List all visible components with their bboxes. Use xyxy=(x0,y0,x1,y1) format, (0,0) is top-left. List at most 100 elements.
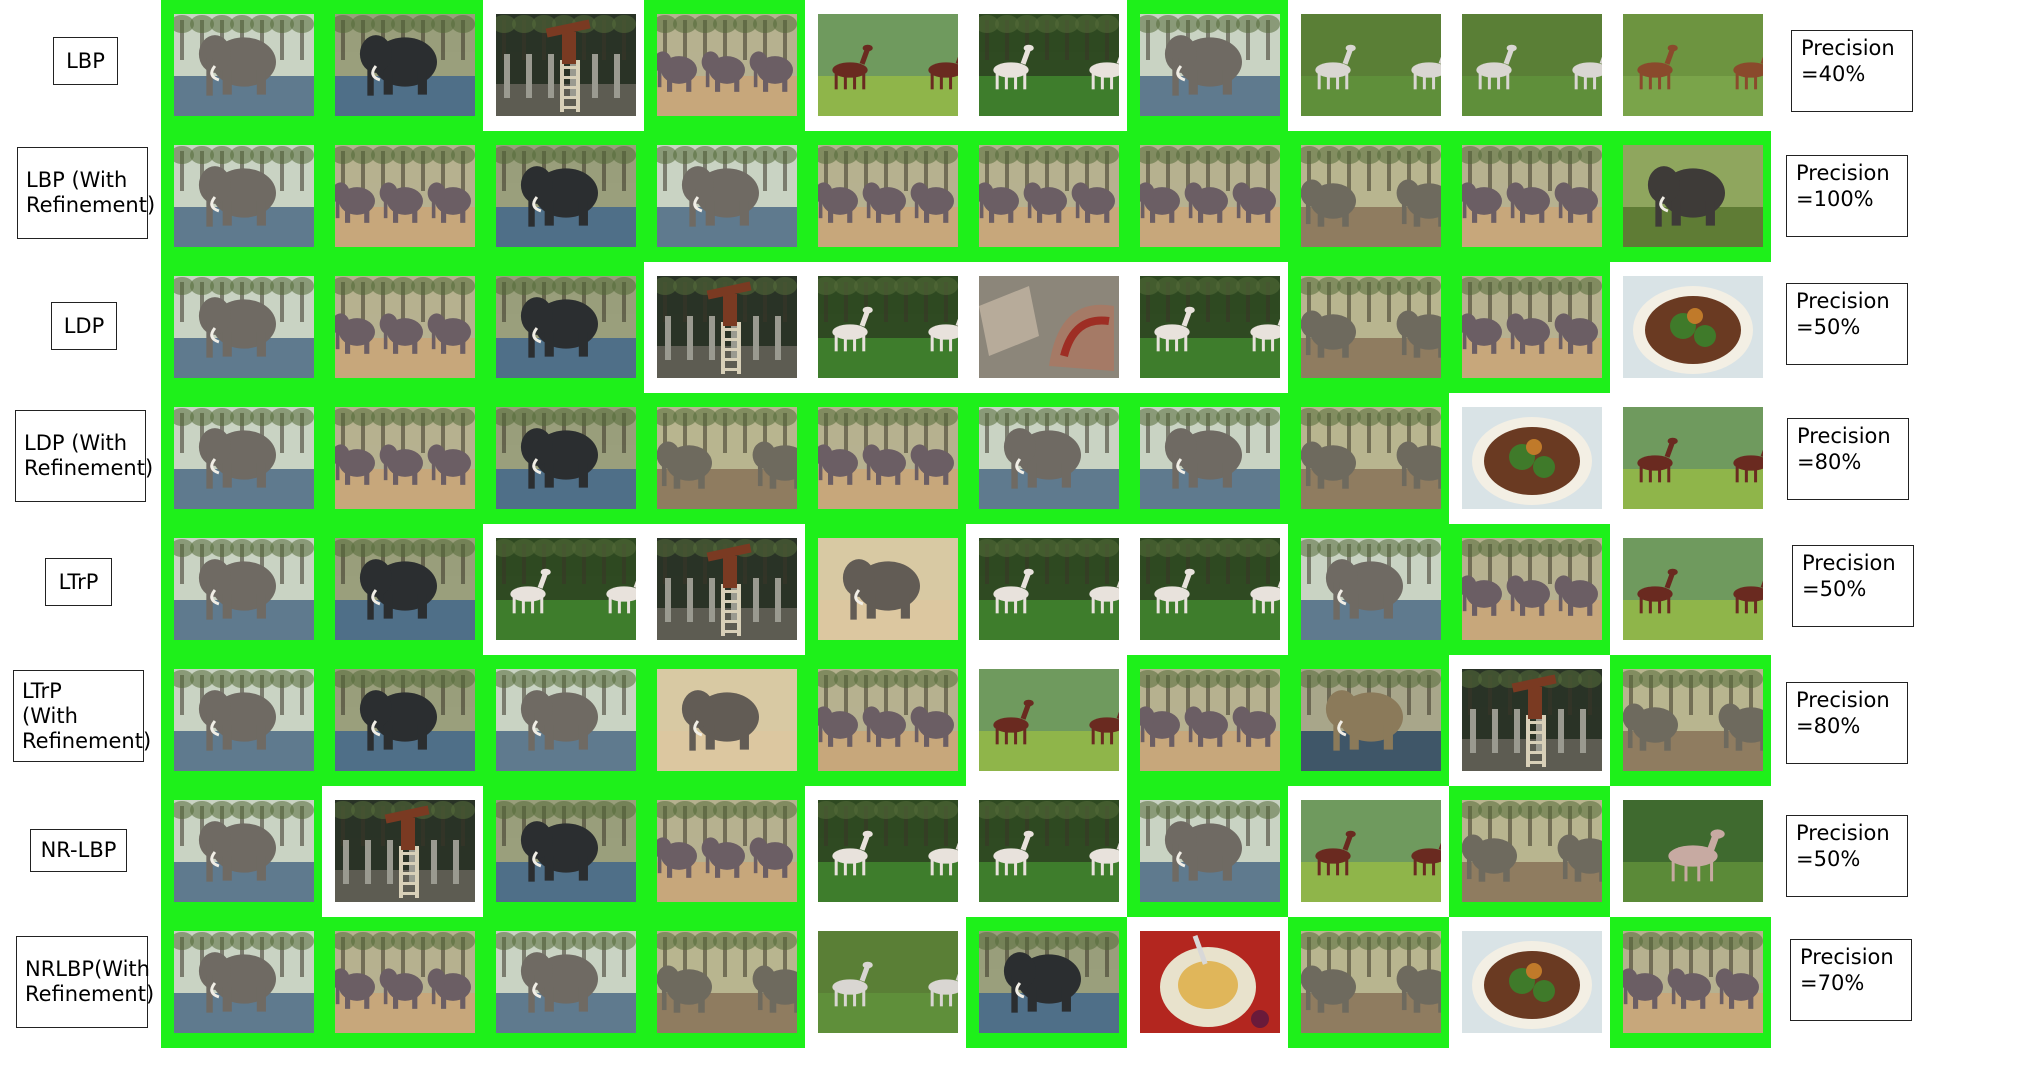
method-label: LBP xyxy=(53,37,118,85)
irrelevant-result-cell xyxy=(1288,786,1449,917)
result-thumbnail xyxy=(1623,407,1763,509)
precision-box: Precision =50% xyxy=(1786,283,1908,365)
result-thumbnail xyxy=(657,407,797,509)
relevant-result-cell xyxy=(161,524,322,655)
irrelevant-result-cell xyxy=(483,0,644,131)
relevant-result-cell xyxy=(161,0,322,131)
irrelevant-result-cell xyxy=(644,524,805,655)
method-label: LTrP (With Refinement) xyxy=(13,670,151,762)
irrelevant-result-cell xyxy=(1610,786,1771,917)
result-thumbnail xyxy=(174,931,314,1033)
irrelevant-result-cell xyxy=(1610,0,1771,131)
result-thumbnail xyxy=(979,145,1119,247)
irrelevant-result-cell xyxy=(1610,524,1771,655)
relevant-result-cell xyxy=(805,131,966,262)
result-thumbnail xyxy=(496,669,636,771)
result-thumbnail xyxy=(818,14,958,116)
relevant-result-cell xyxy=(805,393,966,524)
precision-text: Precision =50% xyxy=(1796,821,1890,871)
irrelevant-result-cell xyxy=(1610,262,1771,393)
relevant-result-cell xyxy=(322,393,483,524)
irrelevant-result-cell xyxy=(1127,524,1288,655)
result-thumbnail xyxy=(496,276,636,378)
irrelevant-result-cell xyxy=(966,655,1127,786)
irrelevant-result-cell xyxy=(1449,917,1610,1048)
precision-box: Precision =70% xyxy=(1790,939,1912,1021)
precision-text: Precision =100% xyxy=(1796,161,1890,211)
result-thumbnail xyxy=(1140,800,1280,902)
relevant-result-cell xyxy=(1288,393,1449,524)
irrelevant-result-cell xyxy=(1610,393,1771,524)
result-thumbnail xyxy=(335,407,475,509)
result-thumbnail xyxy=(496,800,636,902)
result-thumbnail xyxy=(1140,14,1280,116)
relevant-result-cell xyxy=(1288,131,1449,262)
result-thumbnail xyxy=(335,145,475,247)
result-thumbnail xyxy=(1140,931,1280,1033)
result-thumbnail xyxy=(335,276,475,378)
irrelevant-result-cell xyxy=(966,524,1127,655)
relevant-result-cell xyxy=(805,655,966,786)
relevant-result-cell xyxy=(644,0,805,131)
relevant-result-cell xyxy=(483,393,644,524)
relevant-result-cell xyxy=(1449,786,1610,917)
relevant-result-cell xyxy=(322,131,483,262)
relevant-result-cell xyxy=(1610,917,1771,1048)
irrelevant-result-cell xyxy=(1127,262,1288,393)
relevant-result-cell xyxy=(483,131,644,262)
result-thumbnail xyxy=(1462,669,1602,771)
result-thumbnail xyxy=(1140,276,1280,378)
precision-text: Precision =40% xyxy=(1801,36,1895,86)
relevant-result-cell xyxy=(161,393,322,524)
relevant-result-cell xyxy=(644,655,805,786)
method-label-text: LBP (With Refinement) xyxy=(26,168,156,217)
result-thumbnail xyxy=(1301,931,1441,1033)
result-thumbnail xyxy=(174,145,314,247)
precision-text: Precision =50% xyxy=(1796,289,1890,339)
relevant-result-cell xyxy=(1127,131,1288,262)
relevant-result-cell xyxy=(1127,655,1288,786)
relevant-result-cell xyxy=(966,917,1127,1048)
irrelevant-result-cell xyxy=(644,262,805,393)
result-thumbnail xyxy=(979,14,1119,116)
relevant-result-cell xyxy=(1288,655,1449,786)
result-thumbnail xyxy=(979,800,1119,902)
result-thumbnail xyxy=(1301,669,1441,771)
relevant-result-cell xyxy=(1127,393,1288,524)
result-thumbnail xyxy=(1623,276,1763,378)
result-thumbnail xyxy=(174,407,314,509)
result-thumbnail xyxy=(979,669,1119,771)
result-thumbnail xyxy=(335,931,475,1033)
method-label: LBP (With Refinement) xyxy=(17,147,155,239)
relevant-result-cell xyxy=(1610,131,1771,262)
result-thumbnail xyxy=(1623,669,1763,771)
relevant-result-cell xyxy=(322,655,483,786)
relevant-result-cell xyxy=(1449,262,1610,393)
result-thumbnail xyxy=(1462,407,1602,509)
result-thumbnail xyxy=(335,14,475,116)
method-label: LTrP xyxy=(45,558,112,606)
irrelevant-result-cell xyxy=(322,786,483,917)
result-thumbnail xyxy=(335,538,475,640)
result-thumbnail xyxy=(818,407,958,509)
method-label-text: LTrP xyxy=(58,569,99,594)
result-thumbnail xyxy=(818,276,958,378)
result-thumbnail xyxy=(1301,538,1441,640)
relevant-result-cell xyxy=(483,655,644,786)
irrelevant-result-cell xyxy=(805,0,966,131)
relevant-result-cell xyxy=(1127,0,1288,131)
result-thumbnail xyxy=(1140,407,1280,509)
relevant-result-cell xyxy=(644,917,805,1048)
irrelevant-result-cell xyxy=(966,0,1127,131)
result-thumbnail xyxy=(174,538,314,640)
relevant-result-cell xyxy=(1127,786,1288,917)
relevant-result-cell xyxy=(1288,917,1449,1048)
relevant-result-cell xyxy=(322,524,483,655)
result-thumbnail xyxy=(174,669,314,771)
relevant-result-cell xyxy=(805,524,966,655)
irrelevant-result-cell xyxy=(805,786,966,917)
result-thumbnail xyxy=(979,931,1119,1033)
method-label: LDP xyxy=(51,302,117,350)
relevant-result-cell xyxy=(161,786,322,917)
precision-box: Precision =50% xyxy=(1792,545,1914,627)
